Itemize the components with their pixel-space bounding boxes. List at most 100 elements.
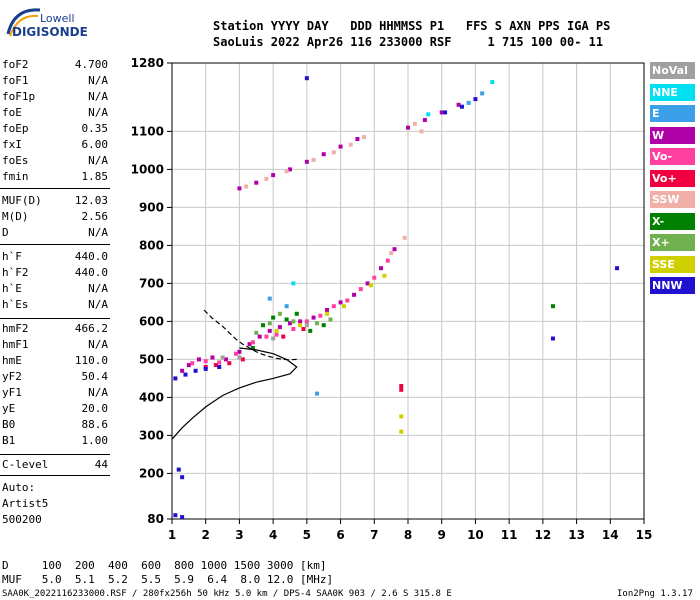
data-point-vo [318, 313, 323, 318]
param-value: 12.03 [74, 194, 108, 207]
auto-label: Auto: [2, 481, 36, 494]
lowell-logo-swoosh-icon [6, 8, 41, 37]
data-point-vo [217, 360, 222, 365]
data-point-x [254, 330, 259, 335]
data-point-nnw [304, 76, 309, 81]
data-point-vo [227, 361, 232, 366]
data-point-vo [345, 298, 350, 303]
param-value: 110.0 [74, 354, 108, 367]
logo-main-text: DIGISONDE [12, 25, 88, 39]
data-point-w [237, 186, 242, 191]
param-value: N/A [88, 106, 108, 119]
data-point-vo [213, 363, 218, 368]
footer-muf-row: MUF 5.0 5.1 5.2 5.5 5.9 6.4 8.0 12.0 [MH… [2, 573, 334, 586]
param-row: foF1 N/A [2, 74, 108, 90]
data-point-vo [358, 287, 363, 292]
y-tick-label: 80 [147, 512, 164, 526]
data-point-vo [399, 384, 404, 388]
data-point-vo [281, 334, 286, 339]
data-point-ssw [419, 129, 424, 134]
data-point-x [328, 317, 333, 322]
param-value: N/A [88, 298, 108, 311]
legend-item-sse: SSE [650, 255, 695, 273]
logo-top-text: Lowell [40, 12, 75, 25]
data-point-x [267, 321, 272, 326]
footer-file-info: SAA0K_2022116233000.RSF / 280fx256h 50 k… [2, 589, 452, 599]
data-point-vo [250, 340, 255, 345]
legend-item-ssw: SSW [650, 191, 695, 208]
param-value: N/A [88, 386, 108, 399]
param-value: 1.85 [81, 170, 109, 183]
param-label: B0 [2, 418, 16, 431]
param-value: N/A [88, 338, 108, 351]
param-label: h`Es [2, 298, 29, 311]
param-separator [0, 454, 110, 455]
data-point-ssw [244, 184, 249, 189]
param-label: foE [2, 106, 22, 119]
data-point-w [422, 118, 427, 122]
x-tick-label: 2 [202, 528, 210, 542]
data-point-sse [399, 414, 404, 419]
param-label: yF1 [2, 386, 22, 399]
data-point-x [550, 304, 555, 309]
param-value: N/A [88, 282, 108, 295]
param-value: 2.56 [81, 210, 109, 223]
param-row: yF1 N/A [2, 386, 108, 402]
data-point-vo [372, 275, 377, 280]
x-tick-label: 8 [404, 528, 412, 542]
data-point-vo [304, 319, 309, 324]
data-point-w [456, 102, 461, 107]
data-point-nnw [217, 365, 222, 369]
data-point-x [294, 311, 299, 316]
data-point-nnw [550, 336, 555, 341]
param-value: 466.2 [74, 322, 108, 335]
footer-version: Ion2Png 1.3.17 [617, 589, 693, 599]
data-point-nnw [443, 110, 448, 115]
data-point-ssw [284, 169, 289, 174]
param-row: foEp 0.35 [2, 122, 108, 138]
param-value: 440.0 [74, 250, 108, 263]
data-point-nne [490, 80, 495, 84]
param-value: 6.00 [81, 138, 109, 151]
data-point-w [247, 342, 252, 347]
param-row: hmF2 466.2 [2, 322, 108, 338]
param-row: B0 88.6 [2, 418, 108, 434]
data-point-noval [220, 355, 225, 360]
param-value: 50.4 [81, 370, 109, 383]
data-point-w [338, 300, 343, 305]
param-row: C-level 44 [2, 458, 108, 474]
data-point-x [314, 321, 319, 326]
param-value: N/A [88, 154, 108, 167]
param-row: D N/A [2, 226, 108, 242]
legend-item-nnw: NNW [650, 277, 695, 294]
param-value: 44 [94, 458, 108, 471]
data-point-x [308, 328, 313, 333]
y-tick-label: 700 [139, 276, 164, 290]
data-point-sse [382, 273, 387, 278]
legend-item-x: X+ [650, 234, 695, 251]
y-tick-label: 1100 [131, 124, 164, 138]
data-point-nnw [180, 515, 185, 520]
data-point-nnw [615, 266, 620, 271]
data-point-noval [237, 355, 242, 360]
param-row: foF2 4.700 [2, 58, 108, 74]
param-row: foE N/A [2, 106, 108, 122]
virtual-height-trace [203, 309, 297, 361]
data-point-w [338, 144, 343, 149]
param-value: N/A [88, 226, 108, 239]
data-point-x [250, 346, 255, 350]
data-point-x [284, 317, 289, 322]
param-label: fmin [2, 170, 29, 183]
data-point-x [277, 311, 282, 316]
x-tick-label: 5 [303, 528, 311, 542]
data-point-nnw [473, 97, 478, 102]
auto-version: 500200 [2, 513, 42, 526]
data-point-nnw [173, 376, 178, 381]
data-point-w [288, 167, 292, 172]
data-point-ssw [402, 235, 407, 240]
x-tick-label: 14 [602, 528, 619, 542]
param-label: hmF1 [2, 338, 29, 351]
data-point-w [277, 325, 282, 330]
param-label: C-level [2, 458, 49, 471]
data-point-vo [274, 332, 279, 337]
